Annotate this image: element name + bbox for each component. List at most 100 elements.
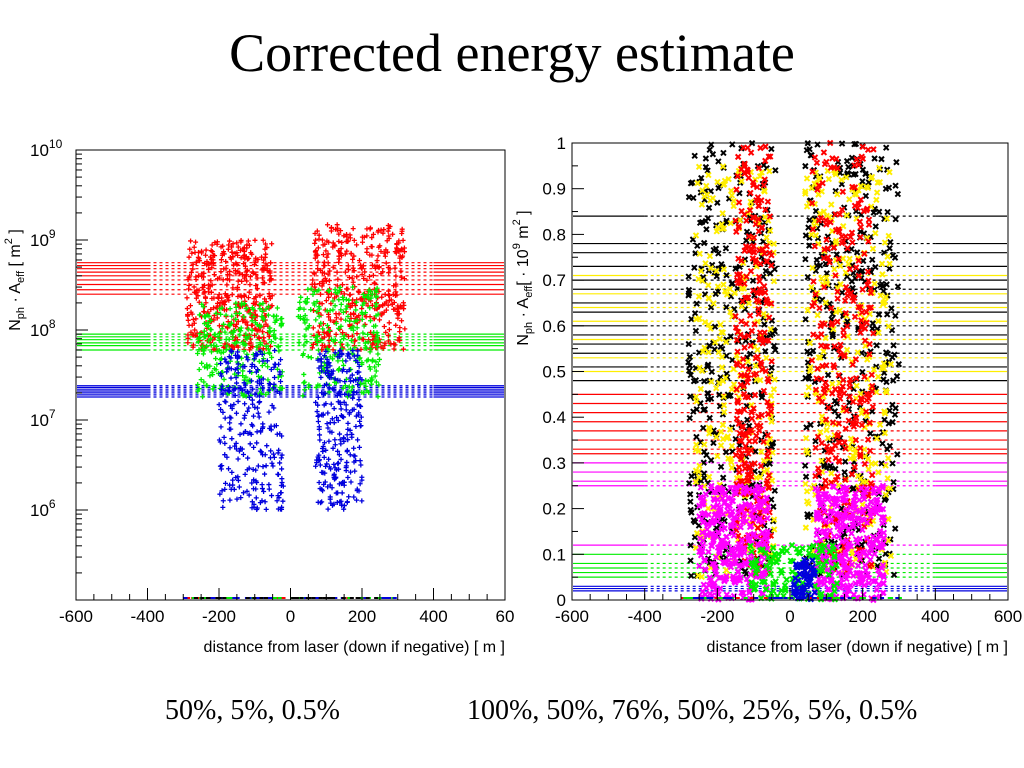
data-point [328,228,334,234]
data-point [310,341,316,347]
data-point [364,345,370,351]
data-point [766,167,773,175]
data-point [813,159,821,167]
data-point [313,399,319,405]
data-point [221,321,227,327]
data-point [341,506,347,512]
data-point [349,407,355,413]
data-point [751,391,759,399]
data-point [214,361,220,367]
data-point [686,414,693,422]
data-point [385,333,391,339]
data-point [841,439,848,446]
data-point [223,259,229,265]
data-point [723,352,730,360]
data-point [348,337,354,343]
data-point [719,210,726,217]
data-point [330,445,336,451]
charts-canvas: -600 -400 -200 0 200 400 601061071081091010dis… [3,134,1022,656]
data-point [343,468,349,474]
data-point [229,292,235,298]
data-point [868,371,875,379]
data-point [260,280,266,286]
data-point [373,323,379,329]
data-point [196,335,202,341]
data-point [714,452,721,460]
data-point [732,265,739,272]
data-point [338,316,344,322]
data-point [223,480,229,486]
baseline-mark [696,597,701,599]
data-point [843,346,851,354]
data-point [302,379,308,385]
data-point [397,303,403,309]
data-point [314,228,320,234]
data-point [705,171,712,179]
data-point [244,408,250,414]
data-point [723,291,731,298]
data-point [367,226,373,232]
data-point [344,231,350,237]
data-point [313,237,319,243]
data-point [717,428,725,435]
data-point [763,234,770,241]
data-point [726,285,734,293]
data-point [266,349,272,355]
data-point [823,426,830,434]
data-point [263,506,269,512]
data-point [354,242,360,248]
data-point [222,388,228,394]
data-point [687,498,694,505]
data-point [274,388,280,394]
data-point [325,425,331,431]
data-point [229,469,235,475]
data-point [227,272,233,278]
data-point [367,288,373,294]
data-point [244,354,250,360]
data-point [890,342,897,349]
data-point [388,341,394,347]
data-point [692,327,700,335]
data-point [271,328,277,334]
data-point [230,334,236,340]
data-point [386,327,392,333]
data-point [232,371,238,377]
data-point [206,266,212,272]
data-point [372,373,378,379]
baseline-mark [277,597,282,599]
data-point [200,274,206,280]
data-point [719,421,727,429]
data-point [238,255,244,261]
baseline-mark [735,597,740,599]
data-point [365,331,371,337]
data-point [317,462,323,468]
data-point [279,466,285,472]
data-point [839,188,847,195]
data-point [370,272,376,278]
data-point [367,366,373,372]
data-point [222,486,228,492]
data-point [212,331,218,337]
data-point [350,378,356,384]
data-point [201,379,207,385]
data-point [278,336,284,342]
data-point [339,414,345,420]
data-point [246,334,252,340]
data-point [246,405,252,411]
data-point [887,238,894,246]
baseline-mark [827,597,832,599]
data-point [767,270,774,277]
data-point [268,367,274,373]
data-point [741,344,748,351]
data-point [229,436,235,442]
data-point [234,240,240,246]
data-point [703,226,710,233]
data-point [331,406,337,412]
data-point [278,455,284,461]
data-point [770,277,778,285]
data-point [770,240,778,247]
data-point [237,431,243,437]
data-point [820,149,828,156]
data-point [747,149,755,156]
data-point [238,325,244,331]
